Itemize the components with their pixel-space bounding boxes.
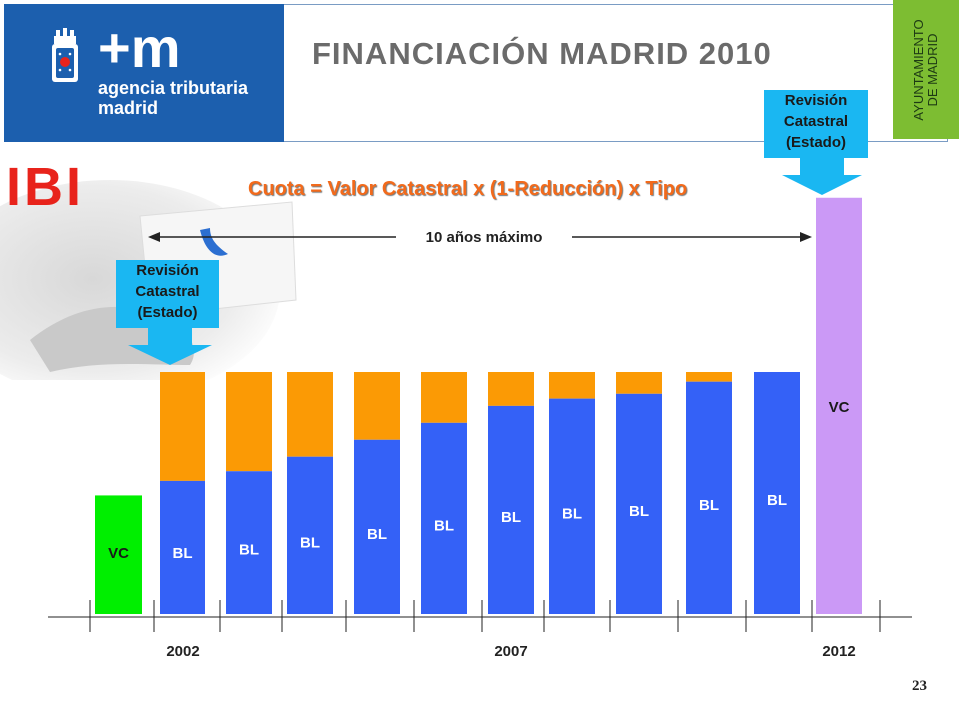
bar-label-9: BL (699, 497, 719, 514)
callout-right-line-2: Catastral (783, 113, 849, 130)
bar-label-7: BL (562, 505, 582, 522)
bar-reduction-2 (226, 372, 272, 472)
callout-left-line-3: (Estado) (137, 304, 198, 321)
bar-reduction-1 (160, 372, 205, 481)
bar-label-1: BL (173, 545, 193, 562)
bar-label-6: BL (501, 509, 521, 526)
bar-label-0: VC (108, 545, 129, 562)
bar-label-2: BL (239, 542, 259, 559)
bar-label-5: BL (434, 517, 454, 534)
agency-logo (4, 4, 284, 142)
x-tick-label-2002: 2002 (166, 643, 199, 660)
bar-bl-3 (287, 456, 333, 614)
bar-reduction-9 (686, 372, 732, 382)
callout-right-arrow-icon (782, 157, 862, 195)
bar-label-4: BL (367, 526, 387, 543)
bar-reduction-3 (287, 372, 333, 457)
bar-vc-0 (95, 495, 142, 614)
bar-bl-6 (488, 405, 534, 614)
bar-bl-1 (160, 480, 205, 614)
bar-bl-9 (686, 381, 732, 614)
bar-bl-10 (754, 372, 800, 614)
logo-line-1: agencia tributaria (98, 78, 249, 98)
madrid-crest-icon (52, 28, 78, 82)
ten-years-label: 10 años máximo (396, 229, 572, 246)
x-tick-label-2007: 2007 (494, 643, 527, 660)
bar-vc-11 (816, 197, 862, 614)
callout-revision-right: Revisión Catastral (Estado) (764, 90, 868, 158)
bar-reduction-4 (354, 372, 400, 440)
bar-label-8: BL (629, 503, 649, 520)
bar-label-3: BL (300, 534, 320, 551)
callout-revision-left: Revisión Catastral (Estado) (116, 260, 219, 328)
bar-reduction-8 (616, 372, 662, 394)
ibi-heading: IBI (6, 157, 85, 217)
logo-line-2: madrid (98, 98, 159, 118)
bar-reduction-7 (549, 372, 595, 399)
bar-label-10: BL (767, 492, 787, 509)
bar-reduction-5 (421, 372, 467, 423)
callout-right-line-3: (Estado) (786, 134, 846, 151)
callout-left-arrow-icon (128, 327, 212, 365)
bar-bl-7 (549, 398, 595, 614)
callout-left-line-1: Revisión (136, 262, 199, 279)
ayuntamiento-badge (893, 0, 959, 139)
logo-plus-m: +m (98, 16, 181, 79)
bar-bl-8 (616, 393, 662, 614)
bar-bl-4 (354, 439, 400, 614)
callout-right-line-1: Revisión (784, 92, 848, 109)
x-tick-label-2012: 2012 (822, 643, 855, 660)
page-number: 23 (912, 678, 927, 694)
formula-text: Cuota = Valor Catastral x (1-Reducción) … (248, 178, 688, 200)
bar-bl-5 (421, 422, 467, 614)
callout-left-line-2: Catastral (135, 283, 200, 300)
bar-label-11: VC (829, 399, 850, 416)
bar-bl-2 (226, 471, 272, 614)
bar-reduction-6 (488, 372, 534, 406)
page-title: FINANCIACIÓN MADRID 2010 (312, 36, 772, 71)
